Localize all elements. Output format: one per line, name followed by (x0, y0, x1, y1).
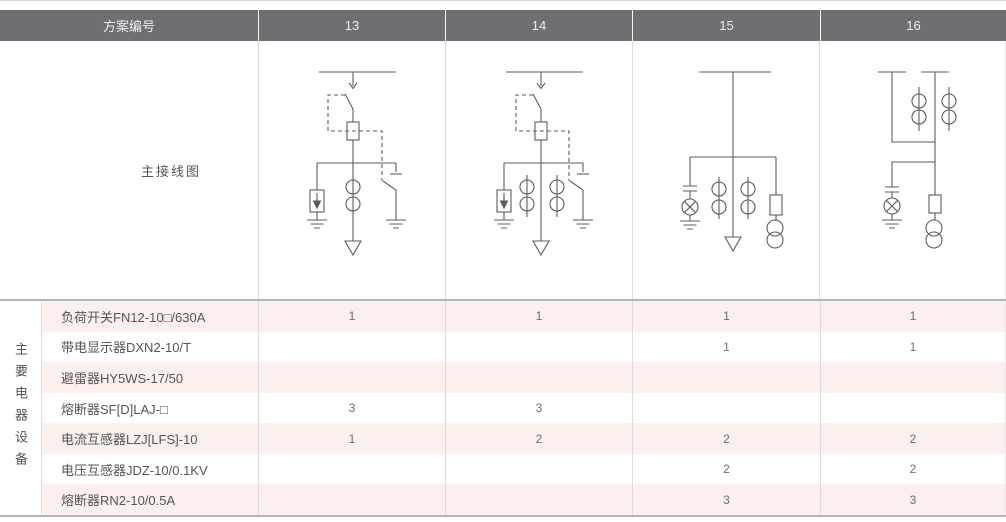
equipment-side-label: 主要电器设备 (13, 342, 28, 474)
table-row: 带电显示器DXN2-10/T 1 1 (42, 331, 1005, 363)
quantity-cell (258, 453, 445, 485)
equipment-name: 负荷开关FN12-10□/630A (61, 309, 206, 325)
table-row: 熔断器SF[D]LAJ-□ 3 3 (42, 392, 1005, 424)
quantity-cell: 1 (632, 331, 820, 363)
quantity-cell: 2 (445, 423, 632, 454)
header-scheme-13: 13 (258, 10, 445, 41)
circuit-diagram-14-icon (494, 71, 593, 257)
main-wiring-diagram-13 (258, 41, 445, 299)
equipment-rows: 负荷开关FN12-10□/630A 1 1 1 1 带电显示器DXN2-10/T… (42, 301, 1005, 516)
quantity-cell: 1 (820, 331, 1005, 363)
equipment-name: 电压互感器JDZ-10/0.1KV (61, 462, 208, 478)
table-row: 避雷器HY5WS-17/50 (42, 362, 1005, 393)
table-row: 负荷开关FN12-10□/630A 1 1 1 1 (42, 301, 1005, 332)
quantity-cell (632, 362, 820, 393)
quantity-cell (445, 362, 632, 393)
header-scheme-15: 15 (632, 10, 820, 41)
quantity-cell (820, 392, 1005, 424)
circuit-diagram-16-icon (878, 71, 957, 249)
quantity-cell: 3 (258, 392, 445, 424)
header-scheme-number-label: 方案编号 (102, 19, 155, 34)
main-wiring-diagram-16 (819, 41, 1005, 299)
quantity-cell: 2 (820, 423, 1005, 454)
main-wiring-diagram-15 (632, 41, 819, 299)
quantity-cell (445, 331, 632, 363)
table-header-row: 方案编号 13 14 15 16 (0, 10, 1006, 41)
main-wiring-diagram-14 (445, 41, 632, 299)
circuit-diagram-13-icon (307, 71, 406, 257)
bottom-border-line (0, 515, 1006, 517)
quantity-cell (445, 453, 632, 485)
equipment-name: 带电显示器DXN2-10/T (61, 340, 192, 356)
quantity-cell: 2 (632, 423, 820, 454)
quantity-cell: 3 (445, 392, 632, 424)
quantity-cell: 1 (632, 301, 820, 332)
table-row: 熔断器RN2-10/0.5A 3 3 (42, 484, 1005, 516)
quantity-cell (820, 362, 1005, 393)
equipment-name: 熔断器RN2-10/0.5A (61, 493, 176, 509)
quantity-cell (258, 331, 445, 363)
quantity-cell: 1 (445, 301, 632, 332)
quantity-cell: 1 (258, 301, 445, 332)
quantity-cell: 1 (820, 301, 1005, 332)
equipment-name: 电流互感器LZJ[LFS]-10 (61, 432, 198, 448)
quantity-cell: 2 (632, 453, 820, 485)
quantity-cell: 3 (632, 484, 820, 516)
section-divider-line (0, 299, 1006, 301)
quantity-cell (632, 392, 820, 424)
header-scheme-16: 16 (820, 10, 1006, 41)
equipment-section: 主要电器设备 负荷开关FN12-10□/630A 1 1 1 1 带电显示器DX… (0, 301, 1006, 516)
circuit-diagram-15-icon (680, 71, 784, 253)
quantity-cell: 3 (820, 484, 1005, 516)
quantity-cell (258, 362, 445, 393)
header-scheme-14: 14 (445, 10, 632, 41)
quantity-cell (258, 484, 445, 516)
equipment-name: 熔断器SF[D]LAJ-□ (61, 401, 168, 417)
main-wiring-diagram-label: 主接线图 (140, 163, 201, 179)
equipment-name: 避雷器HY5WS-17/50 (61, 370, 184, 386)
main-wiring-diagram-row: 主接线图 (0, 41, 1006, 299)
quantity-cell (445, 484, 632, 516)
quantity-cell: 2 (820, 453, 1005, 485)
table-row: 电流互感器LZJ[LFS]-10 1 2 2 2 (42, 423, 1005, 454)
quantity-cell: 1 (258, 423, 445, 454)
top-spacer (0, 1, 1006, 10)
equipment-side-label-cell: 主要电器设备 (0, 301, 42, 515)
table-row: 电压互感器JDZ-10/0.1KV 2 2 (42, 453, 1005, 485)
